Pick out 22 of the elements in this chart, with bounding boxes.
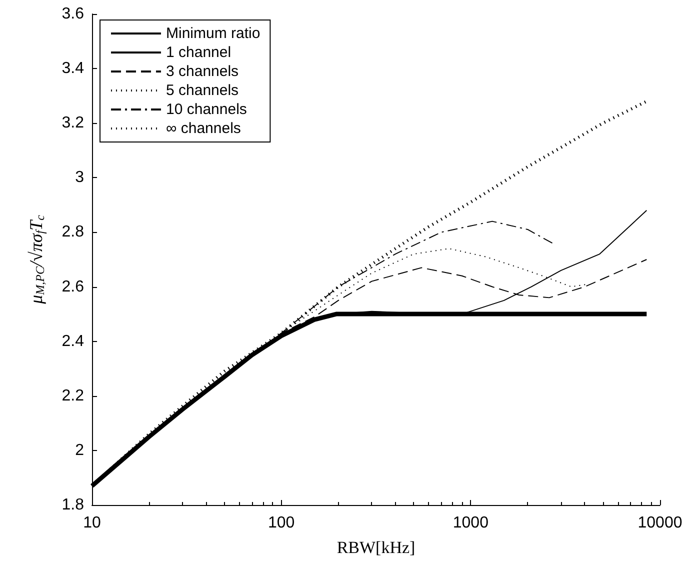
y-tick-label: 3.2 xyxy=(62,114,84,132)
legend-label: 5 channels xyxy=(166,82,239,99)
y-axis-title: μM,PC/√πσfTc xyxy=(26,214,47,305)
legend-label: 1 channel xyxy=(166,44,232,61)
y-tick-label: 2 xyxy=(75,442,84,459)
x-tick-label: 1000 xyxy=(452,514,489,532)
legend-label: ∞ channels xyxy=(166,120,241,137)
y-tick-label: 3 xyxy=(75,169,84,186)
legend-label: 10 channels xyxy=(166,101,247,118)
y-tick-label: 2.8 xyxy=(62,224,84,241)
y-tick-label: 2.6 xyxy=(62,278,84,296)
y-tick-label: 2.2 xyxy=(62,387,84,404)
y-tick-label: 2.4 xyxy=(62,332,84,350)
y-tick-label: 1.8 xyxy=(62,496,84,514)
x-tick-label: 100 xyxy=(268,514,295,532)
legend-label: Minimum ratio xyxy=(166,25,260,42)
legend-label: 3 channels xyxy=(166,63,239,80)
y-tick-label: 3.6 xyxy=(62,6,84,22)
y-tick-label: 3.4 xyxy=(62,60,84,78)
x-tick-label: 10000 xyxy=(638,514,682,532)
x-tick-label: 10 xyxy=(83,514,101,532)
x-axis-title: RBW[kHz] xyxy=(336,538,416,557)
